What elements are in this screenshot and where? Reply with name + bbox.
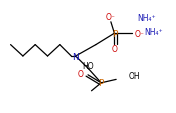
Text: OH: OH	[128, 71, 140, 80]
Text: NH₄⁺: NH₄⁺	[144, 28, 163, 37]
Text: O⁻: O⁻	[106, 13, 116, 22]
Text: P: P	[99, 79, 104, 87]
Text: HO: HO	[83, 61, 94, 70]
Text: NH₄⁺: NH₄⁺	[137, 14, 156, 22]
Text: P: P	[112, 29, 117, 38]
Text: O⁻: O⁻	[135, 29, 144, 38]
Text: N: N	[72, 52, 79, 61]
Text: O: O	[111, 45, 117, 54]
Text: O: O	[78, 70, 84, 78]
